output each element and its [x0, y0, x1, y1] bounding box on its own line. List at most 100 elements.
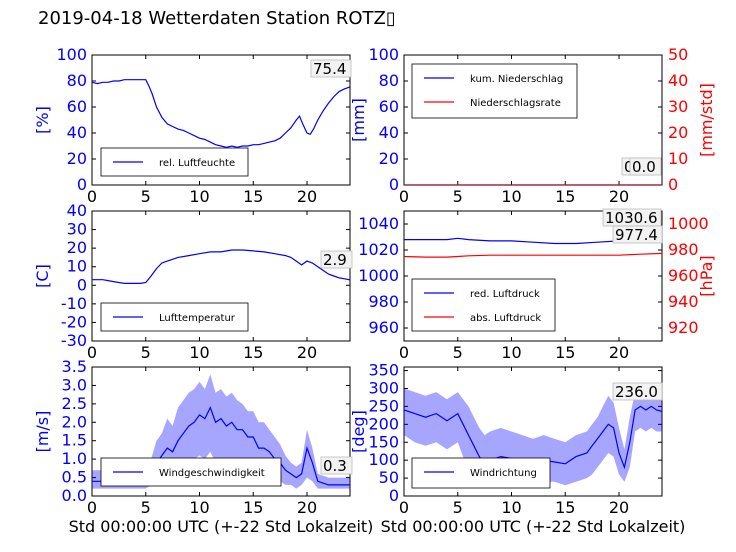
y-tick-label: 2.0	[62, 412, 87, 431]
value-annotation-box	[310, 59, 352, 78]
winddirection-plot-frame	[403, 366, 663, 497]
value-annotation-box	[612, 225, 663, 244]
precipitation-legend	[411, 63, 578, 119]
y-tick-label: 10	[67, 257, 87, 276]
y-tick-label: 1.5	[62, 431, 87, 450]
x-tick-label: 15	[555, 498, 575, 517]
y-tick-label: 0	[77, 175, 87, 194]
x-tick-label: 5	[453, 187, 463, 206]
y-tick-label: 60	[67, 97, 87, 116]
value-annotation: 977.4	[615, 226, 658, 244]
legend-label: abs. Luftdruck	[470, 313, 541, 324]
x-tick-label: 0	[87, 343, 97, 362]
x-tick-label: 5	[141, 498, 151, 517]
y-tick-label: 1000	[358, 266, 399, 285]
legend-label: red. Luftdruck	[470, 289, 540, 300]
x-tick-label: 20	[609, 498, 629, 517]
y2-tick-label: 1000	[668, 214, 709, 233]
winddirection-legend	[411, 457, 551, 489]
x-tick-label: 5	[453, 498, 463, 517]
y2-tick-label: 50	[668, 45, 688, 64]
x-tick-label: 15	[243, 187, 263, 206]
x-tick-label: 15	[243, 498, 263, 517]
value-annotation: 1030.6	[605, 209, 658, 227]
y-tick-label: 200	[368, 414, 399, 433]
legend-label: Windgeschwindigkeit	[159, 468, 265, 479]
x-tick-label: 0	[399, 187, 409, 206]
y-axis-label: [m/s]	[33, 411, 52, 453]
y2-tick-label: 940	[668, 292, 699, 311]
humidity-plot-frame	[91, 54, 351, 186]
y-tick-label: 30	[67, 220, 87, 239]
x-axis-label: Std 00:00:00 UTC (+-22 Std Lokalzeit)	[69, 517, 374, 536]
y-tick-label: 250	[368, 396, 399, 415]
x-tick-label: 10	[501, 343, 521, 362]
y-axis-label: [mm]	[349, 98, 368, 142]
x-tick-label: 0	[87, 187, 97, 206]
y-axis-label: [deg]	[349, 410, 368, 453]
x-tick-label: 20	[297, 343, 317, 362]
y2-tick-label: 980	[668, 240, 699, 259]
legend-label: Lufttemperatur	[159, 313, 236, 324]
value-annotation-box	[612, 382, 663, 401]
y-tick-label: 0	[77, 275, 87, 294]
x-tick-label: 10	[189, 187, 209, 206]
x-tick-label: 5	[141, 343, 151, 362]
y2-axis-label: [hPa]	[697, 255, 716, 296]
y-tick-label: 40	[67, 123, 87, 142]
y-tick-label: 40	[379, 123, 399, 142]
x-tick-label: 10	[189, 498, 209, 517]
x-tick-label: 10	[501, 498, 521, 517]
y-tick-label: 100	[56, 45, 87, 64]
windspeed-plot-frame	[91, 366, 351, 497]
y-tick-label: 1040	[358, 214, 399, 233]
x-tick-label: 20	[609, 343, 629, 362]
value-annotation: 75.4	[313, 60, 346, 78]
x-tick-label: 20	[609, 187, 629, 206]
y-tick-label: 1020	[358, 240, 399, 259]
y-tick-label: 40	[67, 201, 87, 220]
y-tick-label: 0	[389, 175, 399, 194]
series-line-rel-luftfeuchte	[92, 79, 350, 148]
y-tick-label: 350	[368, 361, 399, 380]
y2-tick-label: 10	[668, 149, 688, 168]
y-tick-label: 80	[67, 71, 87, 90]
value-annotation: 2.9	[323, 251, 347, 269]
y-tick-label: 1.0	[62, 449, 87, 468]
y-tick-label: 20	[67, 149, 87, 168]
y-tick-label: 100	[368, 45, 399, 64]
y-tick-label: 0.5	[62, 468, 87, 487]
x-tick-label: 0	[399, 343, 409, 362]
y2-tick-label: 30	[668, 97, 688, 116]
value-annotation-box	[629, 157, 662, 176]
y-tick-label: 300	[368, 379, 399, 398]
y-axis-label: [C]	[33, 264, 52, 288]
legend-label: kum. Niederschlag	[470, 74, 563, 85]
y-tick-label: -10	[61, 294, 87, 313]
y2-tick-label: 920	[668, 318, 699, 337]
legend-label: Niederschlagsrate	[470, 98, 561, 109]
y-tick-label: 980	[368, 292, 399, 311]
x-tick-label: 5	[453, 343, 463, 362]
y2-tick-label: 40	[668, 71, 688, 90]
y-tick-label: 20	[67, 238, 87, 257]
y-tick-label: 0.0	[62, 486, 87, 505]
value-annotation: 0.0	[632, 158, 656, 176]
y2-tick-label: 20	[668, 123, 688, 142]
series-line-windrichtung	[404, 405, 662, 470]
series-line-abs-luftdruck	[404, 252, 662, 258]
y-tick-label: 3.0	[62, 375, 87, 394]
x-tick-label: 0	[399, 498, 409, 517]
y-tick-label: -30	[61, 331, 87, 350]
y-axis-label: [%]	[33, 106, 52, 134]
x-tick-label: 10	[189, 343, 209, 362]
x-axis-label: Std 00:00:00 UTC (+-22 Std Lokalzeit)	[381, 517, 686, 536]
y-tick-label: 2.5	[62, 394, 87, 413]
value-annotation: 236.0	[615, 383, 658, 401]
y2-tick-label: 960	[668, 266, 699, 285]
x-tick-label: 20	[297, 498, 317, 517]
y-tick-label: -20	[61, 312, 87, 331]
legend-label: Windrichtung	[470, 468, 537, 479]
y2-axis-label: [mm/std]	[697, 83, 716, 157]
